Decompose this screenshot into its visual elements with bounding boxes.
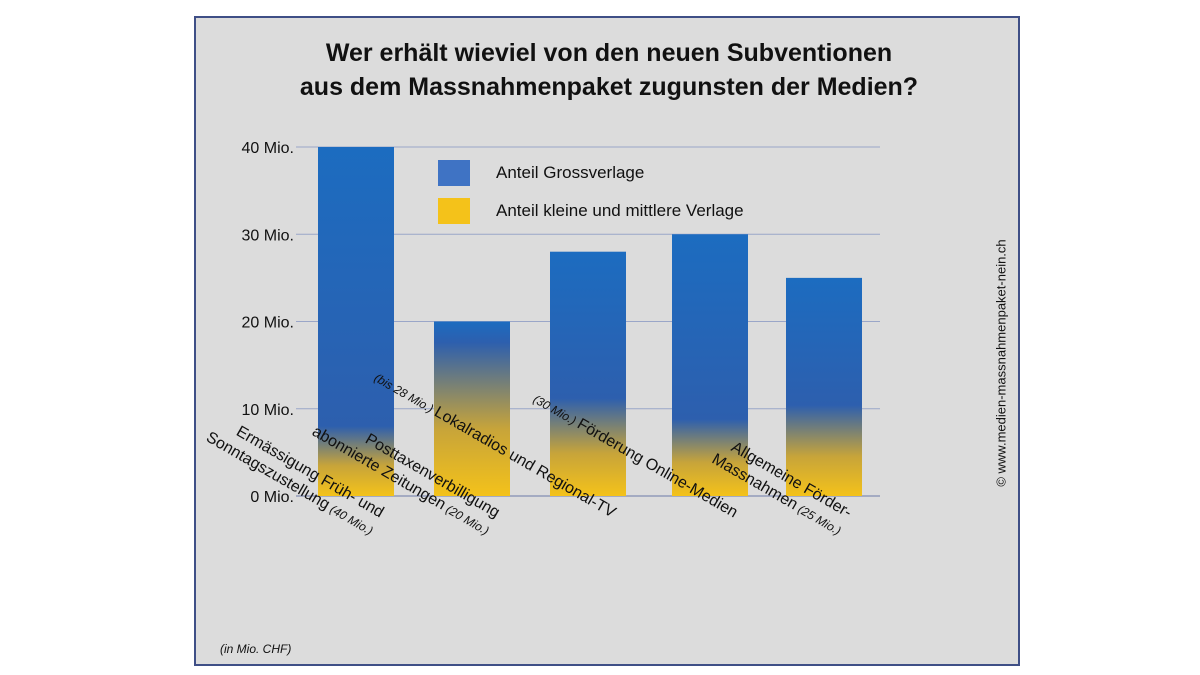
copyright-notice: © www.medien-massnahmenpaket-nein.ch: [993, 239, 1009, 487]
legend-item-grossverlage: Anteil Grossverlage: [438, 154, 744, 192]
bar-total-1: [318, 147, 394, 496]
chart-legend: Anteil Grossverlage Anteil kleine und mi…: [438, 154, 744, 230]
y-tick-label: 40 Mio.: [242, 140, 294, 157]
bar-segment-grossverlage-2: [434, 322, 510, 401]
unit-note: (in Mio. CHF): [220, 642, 292, 656]
chart-title-line-1: Wer erhält wieviel von den neuen Subvent…: [325, 39, 893, 67]
bar-segment-grossverlage-4: [672, 234, 748, 448]
bar-total-3: [550, 251, 626, 496]
legend-swatch-kleine-mittlere: [438, 198, 470, 224]
chart-title-line-2: aus dem Massnahmenpaket zugunsten der Me…: [299, 73, 919, 101]
bar-segment-grossverlage-5: [786, 278, 862, 439]
legend-item-kleine-mittlere: Anteil kleine und mittlere Verlage: [438, 192, 744, 230]
chart-title: Wer erhält wieviel von den neuen Subvent…: [196, 36, 1022, 104]
legend-swatch-grossverlage: [438, 160, 470, 186]
y-tick-label: 0 Mio.: [250, 489, 294, 506]
legend-label-kleine-mittlere: Anteil kleine und mittlere Verlage: [496, 201, 744, 220]
y-tick-label: 20 Mio.: [242, 315, 294, 332]
y-tick-label: 30 Mio.: [242, 227, 294, 244]
bar-total-2: [434, 321, 510, 496]
bar-total-5: [786, 277, 862, 496]
legend-label-grossverlage: Anteil Grossverlage: [496, 163, 645, 182]
bar-total-4: [672, 234, 748, 496]
y-tick-label: 10 Mio.: [242, 402, 294, 419]
bar-chart: 0 Mio.10 Mio.20 Mio.30 Mio.40 Mio. Ermäs…: [203, 140, 880, 538]
bar-segment-grossverlage-1: [318, 147, 394, 452]
chart-panel: Wer erhält wieviel von den neuen Subvent…: [194, 16, 1020, 666]
